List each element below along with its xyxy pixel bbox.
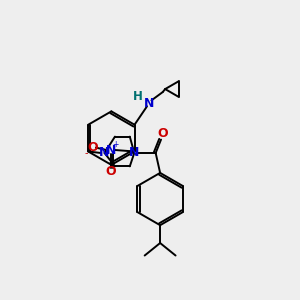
Text: O: O bbox=[157, 127, 167, 140]
Text: N: N bbox=[99, 146, 110, 160]
Text: +: + bbox=[112, 140, 119, 149]
Text: -: - bbox=[85, 148, 88, 158]
Text: O: O bbox=[87, 141, 98, 154]
Text: N: N bbox=[106, 143, 116, 157]
Text: H: H bbox=[133, 90, 143, 103]
Text: N: N bbox=[129, 146, 140, 160]
Text: O: O bbox=[105, 166, 116, 178]
Text: N: N bbox=[144, 97, 154, 110]
